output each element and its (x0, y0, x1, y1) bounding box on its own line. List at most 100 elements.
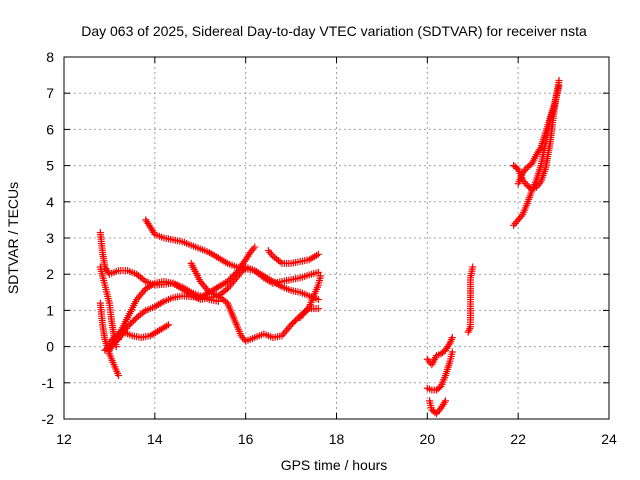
data-point-interp (292, 316, 300, 324)
data-point-interp (107, 315, 115, 323)
data-point-interp (232, 319, 240, 327)
data-point-interp (438, 349, 446, 357)
data-point-interp (176, 237, 184, 245)
data-point-interp (541, 131, 549, 139)
data-point-interp (550, 102, 558, 110)
data-point-interp (435, 351, 443, 359)
data-point-interp (276, 258, 284, 266)
data-point-interp (123, 316, 131, 324)
x-tick-label: 18 (329, 431, 345, 447)
data-point-interp (130, 317, 138, 325)
data-point-interp (285, 286, 293, 294)
data-point-interp (545, 117, 553, 125)
data-point-interp (185, 240, 193, 248)
y-tick-label: 8 (46, 49, 54, 65)
data-point-interp (267, 276, 275, 284)
y-tick-label: 4 (46, 194, 54, 210)
data-point-interp (276, 282, 284, 290)
data-point-interp (294, 258, 302, 266)
data-point-interp (522, 165, 530, 173)
data-point-interp (101, 333, 109, 341)
data-point-interp (127, 320, 135, 328)
data-point-interp (517, 212, 525, 220)
data-point-interp (525, 162, 533, 170)
data-point-interp (230, 271, 238, 279)
data-point-interp (429, 407, 437, 415)
x-tick-label: 20 (420, 431, 436, 447)
data-point-interp (276, 332, 284, 340)
data-point-interp (163, 322, 171, 330)
data-point-interp (102, 345, 110, 353)
data-point-interp (286, 323, 294, 331)
data-point-interp (313, 251, 321, 259)
data-point-interp (101, 261, 109, 269)
data-point-interp (176, 282, 184, 290)
data-point-interp (195, 275, 203, 283)
data-point-interp (445, 359, 453, 367)
data-point-interp (144, 332, 152, 340)
y-tick-label: 7 (46, 85, 54, 101)
data-point-interp (105, 297, 113, 305)
y-tick-label: 5 (46, 158, 54, 174)
data-point-interp (108, 269, 116, 277)
data-point-interp (222, 286, 230, 294)
data-point-interp (158, 298, 166, 306)
data-point-interp (518, 171, 526, 179)
data-point-interp (239, 264, 247, 272)
data-point-interp (448, 350, 456, 358)
x-tick-label: 22 (510, 431, 526, 447)
data-point-interp (258, 271, 266, 279)
data-point-interp (303, 272, 311, 280)
data-point-interp (149, 304, 157, 312)
chart-title: Day 063 of 2025, Sidereal Day-to-day VTE… (81, 23, 587, 39)
data-point-interp (167, 295, 175, 303)
x-tick-label: 16 (238, 431, 254, 447)
data-point-interp (154, 327, 162, 335)
data-point-interp (440, 399, 448, 407)
data-point-interp (527, 189, 535, 197)
data-point-interp (104, 268, 112, 276)
data-point-interp (112, 267, 120, 275)
data-point-interp (140, 276, 148, 284)
y-tick-label: 6 (46, 121, 54, 137)
data-point-interp (203, 248, 211, 256)
data-point-interp (313, 283, 321, 291)
data-point-interp (531, 153, 539, 161)
data-point-interp (194, 291, 202, 299)
data-point-interp (228, 273, 236, 281)
data-point-interp (531, 178, 539, 186)
data-point-interp (212, 297, 220, 305)
plot-frame (63, 56, 610, 420)
y-tick-label: 1 (46, 302, 54, 318)
y-axis-label: SDTVAR / TECUs (5, 182, 21, 294)
data-point-interp (293, 315, 301, 323)
data-point-interp (294, 274, 302, 282)
y-tick-label: 2 (46, 266, 54, 282)
y-tick-label: -1 (42, 375, 55, 391)
data-point-interp (536, 145, 544, 153)
data-point-interp (522, 180, 530, 188)
data-point-interp (435, 406, 443, 414)
data-point-interp (227, 274, 235, 282)
data-point-interp (240, 258, 248, 266)
data-point-interp (448, 335, 456, 343)
data-point-interp (289, 319, 297, 327)
data-point-interp (128, 318, 136, 326)
data-point-interp (113, 334, 121, 342)
data-point-interp (303, 256, 311, 264)
data-point-interp (249, 245, 257, 253)
data-point-interp (126, 331, 134, 339)
data-point-interp (290, 318, 298, 326)
data-point-interp (426, 385, 434, 393)
data-point-interp (303, 291, 311, 299)
data-point-interp (240, 335, 248, 343)
data-point-interp (430, 386, 438, 394)
data-point-interp (222, 258, 230, 266)
data-point-interp (312, 269, 320, 277)
data-point-interp (109, 359, 117, 367)
data-point-interp (149, 280, 157, 288)
data-point-interp (194, 244, 202, 252)
data-point-interp (212, 291, 220, 299)
